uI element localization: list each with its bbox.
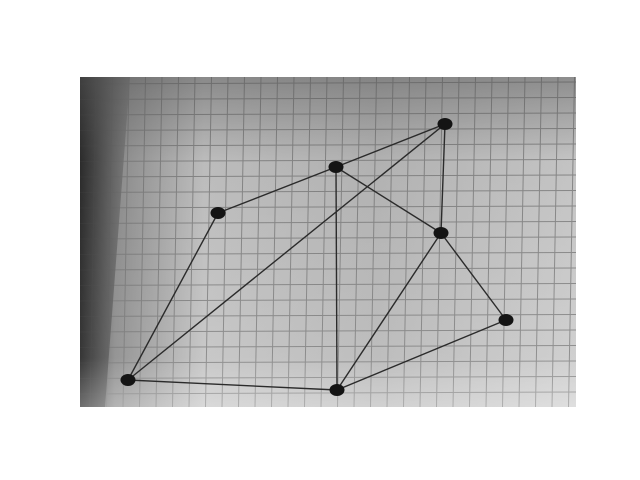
- pin-node: [329, 384, 345, 396]
- string-edge: [440, 232, 507, 321]
- string-edges: [127, 123, 507, 391]
- string-edge: [440, 123, 446, 234]
- string-edge: [335, 123, 446, 168]
- string-edge: [335, 166, 442, 234]
- pin-node: [433, 227, 449, 239]
- string-edge: [335, 166, 338, 391]
- string-edge: [336, 319, 507, 391]
- pin-node: [210, 207, 226, 219]
- pin-nodes: [120, 118, 514, 396]
- string-edge: [217, 166, 337, 214]
- pin-node: [437, 118, 453, 130]
- string-edge: [127, 379, 338, 391]
- string-edge: [336, 232, 442, 391]
- pin-node: [120, 374, 136, 386]
- pin-node: [498, 314, 514, 326]
- pin-node: [328, 161, 344, 173]
- bottom-highlight: [80, 77, 576, 407]
- string-edge: [127, 123, 446, 381]
- string-edge: [127, 212, 219, 381]
